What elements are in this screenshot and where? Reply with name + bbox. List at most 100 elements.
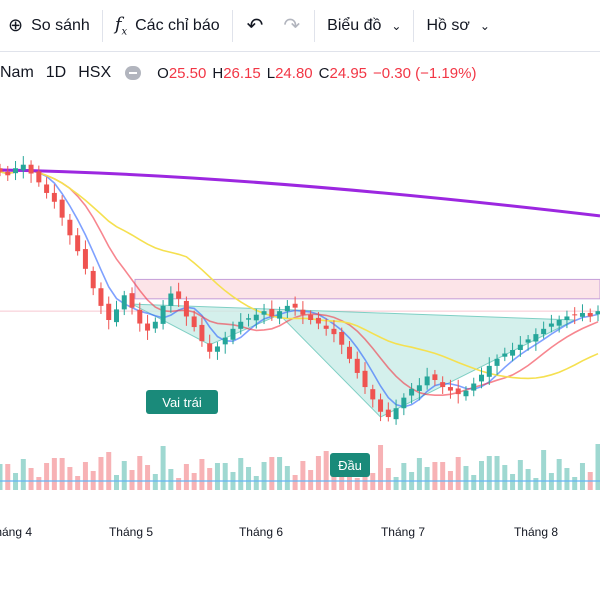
hide-legend-icon[interactable] — [125, 66, 142, 80]
candle-body[interactable] — [277, 311, 283, 319]
moving-average-line[interactable] — [0, 169, 599, 408]
candle-body[interactable] — [168, 293, 174, 306]
volume-bar — [36, 477, 42, 490]
candle-body[interactable] — [261, 311, 267, 315]
candle-body[interactable] — [339, 332, 345, 345]
candle-body[interactable] — [471, 383, 477, 391]
candle-body[interactable] — [191, 316, 197, 328]
candle-body[interactable] — [292, 303, 298, 308]
candle-body[interactable] — [230, 328, 236, 340]
candle-body[interactable] — [20, 164, 26, 171]
candle-body[interactable] — [28, 164, 34, 174]
candle-body[interactable] — [59, 199, 65, 218]
candle-body[interactable] — [385, 409, 391, 418]
candle-body[interactable] — [409, 388, 415, 396]
candle-body[interactable] — [424, 376, 430, 386]
candle-body[interactable] — [455, 388, 461, 395]
candle-body[interactable] — [113, 309, 119, 323]
candle-body[interactable] — [269, 309, 275, 317]
candle-body[interactable] — [222, 337, 228, 345]
candle-body[interactable] — [106, 303, 112, 320]
candle-body[interactable] — [300, 309, 306, 315]
candle-body[interactable] — [51, 192, 57, 202]
resistance-zone[interactable] — [134, 278, 600, 300]
candle-body[interactable] — [525, 339, 531, 343]
candle-body[interactable] — [579, 312, 585, 317]
left-shoulder-badge[interactable] — [146, 390, 218, 414]
candle-body[interactable] — [556, 320, 562, 326]
candle-body[interactable] — [447, 387, 453, 391]
candle-body[interactable] — [346, 346, 352, 359]
moving-average-line[interactable] — [0, 169, 599, 396]
candle-body[interactable] — [98, 288, 104, 306]
interval-label[interactable]: 1D — [45, 64, 67, 81]
compare-button[interactable]: ⊕ So sánh — [0, 6, 98, 46]
candle-body[interactable] — [0, 168, 3, 172]
candle-body[interactable] — [308, 314, 314, 320]
profile-button[interactable]: Hồ sơ ⌄ — [418, 6, 497, 46]
head-shoulders-pattern[interactable] — [131, 303, 575, 418]
candle-body[interactable] — [378, 399, 384, 412]
candle-body[interactable] — [207, 343, 213, 352]
volume-bar — [82, 462, 88, 490]
candle-body[interactable] — [486, 365, 492, 377]
candle-body[interactable] — [432, 374, 438, 380]
candle-body[interactable] — [160, 305, 166, 324]
candle-body[interactable] — [90, 270, 96, 289]
candle-body[interactable] — [44, 184, 50, 193]
candle-body[interactable] — [284, 305, 290, 312]
candle-body[interactable] — [129, 293, 135, 308]
candle-body[interactable] — [595, 311, 600, 315]
candle-body[interactable] — [533, 334, 539, 342]
candle-body[interactable] — [393, 408, 399, 420]
candle-body[interactable] — [176, 291, 182, 299]
chart-type-button[interactable]: Biểu đồ ⌄ — [319, 6, 409, 46]
candle-body[interactable] — [548, 323, 554, 327]
candle-body[interactable] — [183, 300, 189, 317]
candle-body[interactable] — [137, 309, 143, 324]
undo-icon[interactable]: ↶ — [246, 15, 264, 37]
candle-body[interactable] — [440, 382, 446, 388]
candle-body[interactable] — [152, 321, 158, 329]
candle-body[interactable] — [510, 350, 516, 356]
candle-body[interactable] — [587, 312, 593, 317]
candle-body[interactable] — [121, 295, 127, 310]
candle-body[interactable] — [494, 358, 500, 366]
candle-body[interactable] — [502, 353, 508, 357]
candle-body[interactable] — [145, 323, 151, 331]
candle-body[interactable] — [354, 358, 360, 373]
candle-body[interactable] — [479, 374, 485, 382]
symbol-name[interactable]: Nam — [0, 64, 34, 81]
candle-body[interactable] — [67, 219, 73, 236]
candle-body[interactable] — [75, 235, 81, 252]
moving-average-line[interactable] — [0, 168, 600, 218]
candle-body[interactable] — [315, 317, 321, 324]
candle-body[interactable] — [82, 249, 88, 269]
candle-body[interactable] — [331, 328, 337, 335]
redo-icon[interactable]: ↷ — [283, 15, 301, 37]
candle-body[interactable] — [541, 328, 547, 335]
candle-body[interactable] — [463, 390, 469, 397]
volume-bar — [455, 457, 461, 490]
candle-body[interactable] — [253, 314, 259, 321]
candle-body[interactable] — [13, 168, 19, 174]
candle-body[interactable] — [214, 346, 220, 352]
candle-body[interactable] — [572, 314, 578, 316]
candle-body[interactable] — [564, 316, 570, 320]
candle-body[interactable] — [401, 397, 407, 409]
candle-body[interactable] — [199, 324, 205, 342]
price-chart[interactable]: Vai trái Đầu Tháng 4 Tháng 5 Tháng 6 Thá… — [0, 90, 600, 550]
moving-average-line[interactable] — [0, 169, 599, 380]
candle-body[interactable] — [246, 318, 252, 320]
candle-body[interactable] — [362, 370, 368, 388]
candle-body[interactable] — [370, 389, 376, 400]
candle-body[interactable] — [517, 344, 523, 350]
indicators-button[interactable]: fx Các chỉ báo — [107, 6, 228, 46]
volume-bar — [160, 446, 166, 490]
candle-body[interactable] — [323, 325, 329, 329]
candle-body[interactable] — [416, 385, 422, 391]
candle-body[interactable] — [5, 171, 11, 176]
head-badge[interactable] — [330, 453, 370, 477]
candle-body[interactable] — [238, 321, 244, 329]
candle-body[interactable] — [36, 171, 42, 183]
